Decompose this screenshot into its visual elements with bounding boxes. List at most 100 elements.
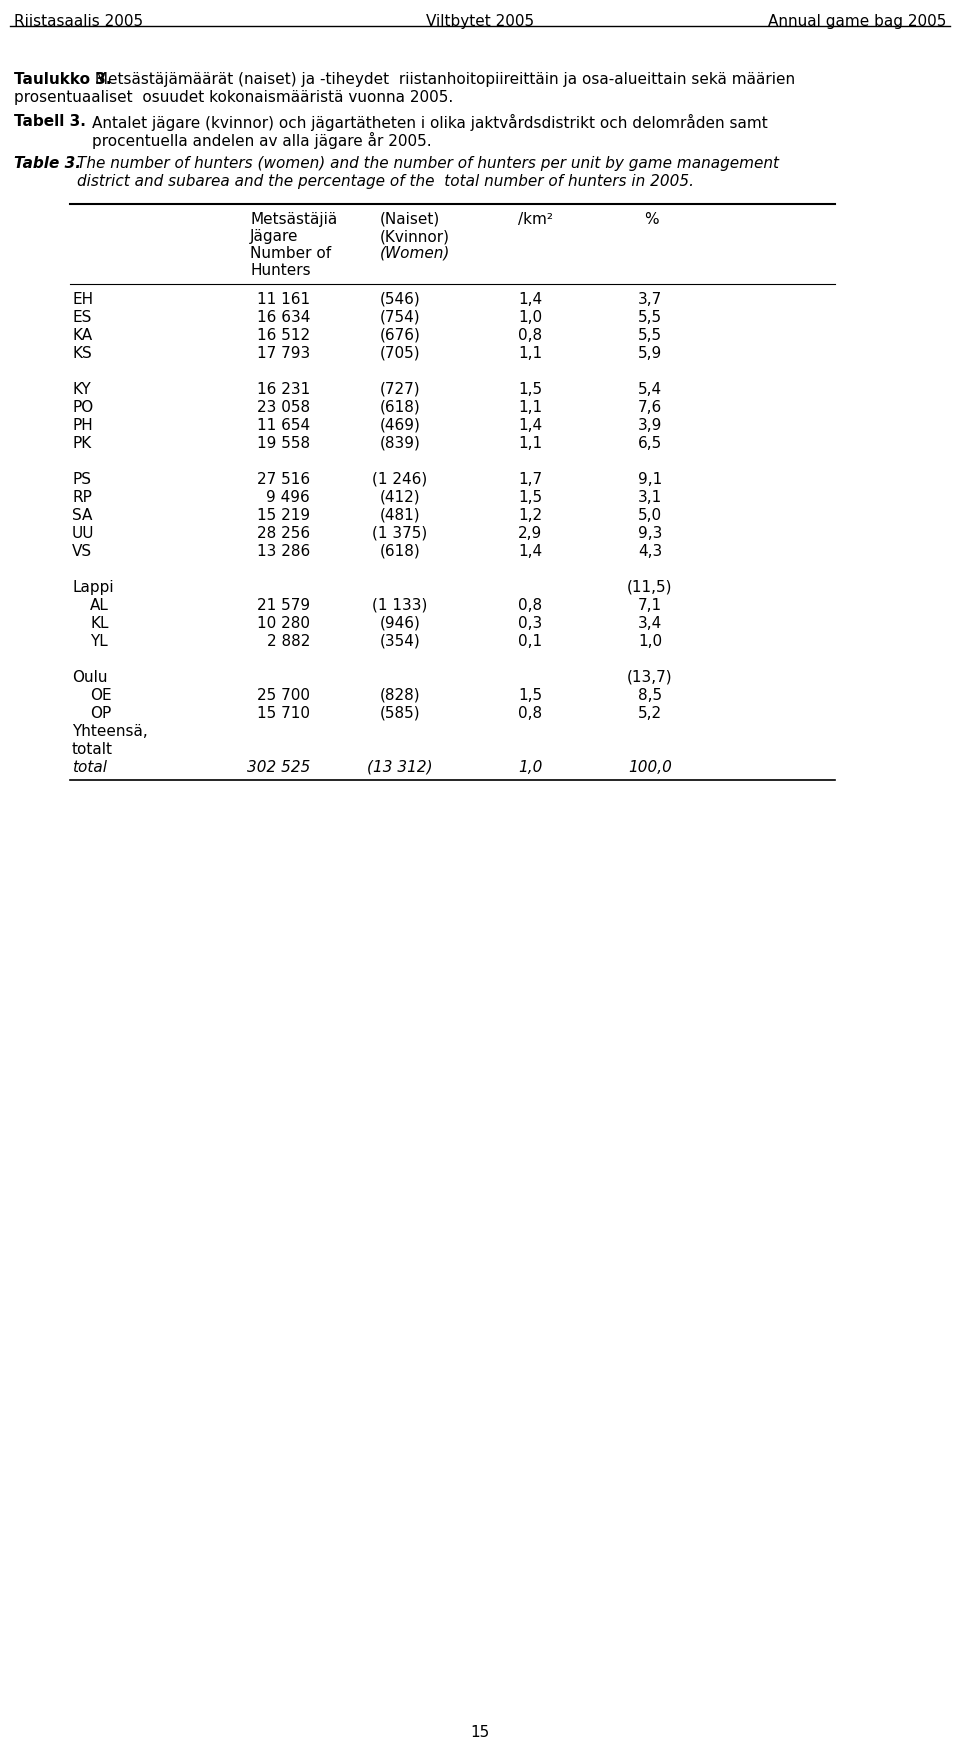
Text: 1,1: 1,1	[518, 435, 542, 451]
Text: Viltbytet 2005: Viltbytet 2005	[426, 14, 534, 30]
Text: 10 280: 10 280	[257, 616, 310, 630]
Text: (705): (705)	[380, 346, 420, 360]
Text: 13 286: 13 286	[256, 543, 310, 559]
Text: (13 312): (13 312)	[367, 761, 433, 775]
Text: %: %	[644, 212, 659, 226]
Text: Lappi: Lappi	[72, 580, 113, 595]
Text: Yhteensä,: Yhteensä,	[72, 724, 148, 738]
Text: Annual game bag 2005: Annual game bag 2005	[768, 14, 946, 30]
Text: 15: 15	[470, 1725, 490, 1739]
Text: VS: VS	[72, 543, 92, 559]
Text: procentuella andelen av alla jägare år 2005.: procentuella andelen av alla jägare år 2…	[92, 132, 432, 150]
Text: SA: SA	[72, 508, 92, 522]
Text: 1,7: 1,7	[518, 472, 542, 487]
Text: (546): (546)	[379, 292, 420, 306]
Text: 7,1: 7,1	[638, 597, 662, 613]
Text: Jägare: Jägare	[250, 230, 299, 244]
Text: Hunters: Hunters	[250, 263, 311, 279]
Text: /km²: /km²	[518, 212, 553, 226]
Text: 5,4: 5,4	[638, 381, 662, 397]
Text: 1,5: 1,5	[518, 381, 542, 397]
Text: 11 161: 11 161	[257, 292, 310, 306]
Text: 1,1: 1,1	[518, 400, 542, 414]
Text: Metsästäjämäärät (naiset) ja -tiheydet  riistanhoitopiireittäin ja osa-alueittai: Metsästäjämäärät (naiset) ja -tiheydet r…	[90, 71, 795, 87]
Text: 27 516: 27 516	[257, 472, 310, 487]
Text: KA: KA	[72, 327, 92, 343]
Text: 2 882: 2 882	[267, 634, 310, 649]
Text: 1,5: 1,5	[518, 688, 542, 703]
Text: 19 558: 19 558	[257, 435, 310, 451]
Text: OP: OP	[90, 707, 111, 721]
Text: 5,5: 5,5	[638, 327, 662, 343]
Text: district and subarea and the percentage of the  total number of hunters in 2005.: district and subarea and the percentage …	[77, 174, 694, 190]
Text: 1,1: 1,1	[518, 346, 542, 360]
Text: UU: UU	[72, 526, 94, 541]
Text: KY: KY	[72, 381, 91, 397]
Text: (469): (469)	[379, 418, 420, 434]
Text: 17 793: 17 793	[256, 346, 310, 360]
Text: Tabell 3.: Tabell 3.	[14, 113, 85, 129]
Text: 3,4: 3,4	[637, 616, 662, 630]
Text: 3,9: 3,9	[637, 418, 662, 434]
Text: (1 375): (1 375)	[372, 526, 427, 541]
Text: YL: YL	[90, 634, 108, 649]
Text: Table 3.: Table 3.	[14, 157, 81, 171]
Text: 9 496: 9 496	[266, 489, 310, 505]
Text: 16 231: 16 231	[256, 381, 310, 397]
Text: 15 710: 15 710	[257, 707, 310, 721]
Text: 9,1: 9,1	[637, 472, 662, 487]
Text: 1,4: 1,4	[518, 543, 542, 559]
Text: (727): (727)	[380, 381, 420, 397]
Text: 0,8: 0,8	[518, 597, 542, 613]
Text: (354): (354)	[379, 634, 420, 649]
Text: 16 634: 16 634	[256, 310, 310, 326]
Text: 23 058: 23 058	[257, 400, 310, 414]
Text: ES: ES	[72, 310, 91, 326]
Text: 25 700: 25 700	[257, 688, 310, 703]
Text: 11 654: 11 654	[257, 418, 310, 434]
Text: PO: PO	[72, 400, 93, 414]
Text: 5,2: 5,2	[638, 707, 662, 721]
Text: 21 579: 21 579	[257, 597, 310, 613]
Text: The number of hunters (women) and the number of hunters per unit by game managem: The number of hunters (women) and the nu…	[77, 157, 779, 171]
Text: 5,9: 5,9	[637, 346, 662, 360]
Text: PH: PH	[72, 418, 93, 434]
Text: totalt: totalt	[72, 742, 113, 757]
Text: PS: PS	[72, 472, 91, 487]
Text: 1,2: 1,2	[518, 508, 542, 522]
Text: Antalet jägare (kvinnor) och jägartätheten i olika jaktvårdsdistrikt och delområ: Antalet jägare (kvinnor) och jägartäthet…	[92, 113, 768, 131]
Text: Riistasaalis 2005: Riistasaalis 2005	[14, 14, 143, 30]
Text: 5,5: 5,5	[638, 310, 662, 326]
Text: 0,1: 0,1	[518, 634, 542, 649]
Text: Metsästäjiä: Metsästäjiä	[250, 212, 337, 226]
Text: KS: KS	[72, 346, 92, 360]
Text: 6,5: 6,5	[637, 435, 662, 451]
Text: 1,0: 1,0	[517, 761, 542, 775]
Text: (618): (618)	[379, 543, 420, 559]
Text: OE: OE	[90, 688, 111, 703]
Text: (11,5): (11,5)	[627, 580, 673, 595]
Text: (Naiset): (Naiset)	[380, 212, 441, 226]
Text: 3,7: 3,7	[637, 292, 662, 306]
Text: PK: PK	[72, 435, 91, 451]
Text: (839): (839)	[379, 435, 420, 451]
Text: 0,8: 0,8	[518, 327, 542, 343]
Text: 4,3: 4,3	[637, 543, 662, 559]
Text: 1,0: 1,0	[518, 310, 542, 326]
Text: 3,1: 3,1	[637, 489, 662, 505]
Text: 8,5: 8,5	[638, 688, 662, 703]
Text: 2,9: 2,9	[517, 526, 542, 541]
Text: (828): (828)	[380, 688, 420, 703]
Text: (Kvinnor): (Kvinnor)	[380, 230, 450, 244]
Text: (676): (676)	[379, 327, 420, 343]
Text: 9,3: 9,3	[637, 526, 662, 541]
Text: 1,0: 1,0	[638, 634, 662, 649]
Text: 7,6: 7,6	[637, 400, 662, 414]
Text: 15 219: 15 219	[257, 508, 310, 522]
Text: 302 525: 302 525	[247, 761, 310, 775]
Text: 1,4: 1,4	[518, 418, 542, 434]
Text: 0,8: 0,8	[518, 707, 542, 721]
Text: KL: KL	[90, 616, 108, 630]
Text: (754): (754)	[380, 310, 420, 326]
Text: (1 246): (1 246)	[372, 472, 427, 487]
